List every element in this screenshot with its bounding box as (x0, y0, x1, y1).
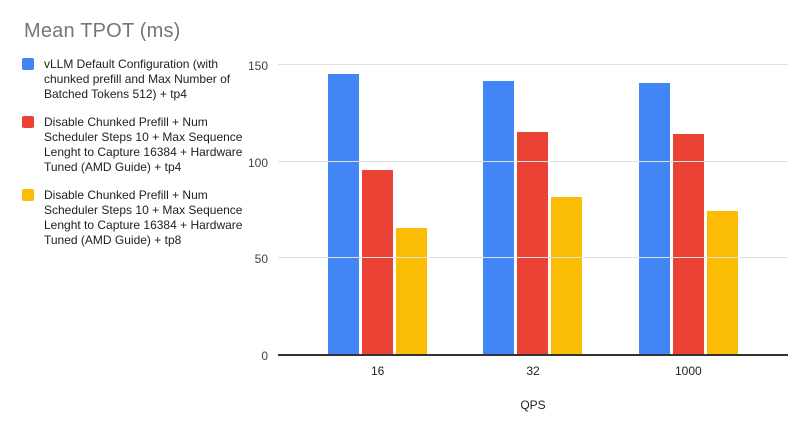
x-category-label: 16 (370, 364, 385, 378)
legend-swatch (22, 189, 34, 201)
x-category-label: 1000 (674, 364, 702, 378)
plot-area (278, 64, 788, 356)
x-axis-labels: 16 32 1000 (278, 364, 788, 378)
legend-item: Disable Chunked Prefill + Num Scheduler … (22, 188, 244, 248)
y-tick-label: 150 (247, 59, 268, 73)
gridline (278, 257, 788, 259)
legend-swatch (22, 58, 34, 70)
bar-group-1000 (611, 66, 766, 354)
bar-group-32 (455, 66, 610, 354)
bar-groups (278, 66, 788, 354)
legend-label: Disable Chunked Prefill + Num Scheduler … (44, 188, 243, 247)
y-axis-labels: 0 50 100 150 (228, 59, 268, 363)
bar[interactable] (551, 197, 583, 354)
y-tick-label: 100 (247, 155, 268, 170)
legend-label: vLLM Default Configuration (with chunked… (44, 57, 231, 101)
legend-label: Disable Chunked Prefill + Num Scheduler … (44, 115, 243, 174)
y-tick-label: 0 (261, 349, 268, 363)
bar[interactable] (483, 81, 515, 354)
bar[interactable] (706, 210, 738, 354)
gridline (278, 64, 788, 65)
legend-item: Disable Chunked Prefill + Num Scheduler … (22, 115, 244, 175)
bar[interactable] (517, 131, 549, 354)
bar[interactable] (638, 83, 670, 354)
y-tick-label: 50 (254, 252, 268, 267)
bar[interactable] (672, 133, 704, 354)
gridline (278, 160, 788, 162)
x-category-label: 32 (526, 364, 540, 378)
bar[interactable] (396, 228, 428, 354)
bar[interactable] (328, 73, 360, 354)
legend-swatch (22, 116, 34, 128)
bar-group-16 (300, 66, 455, 354)
chart-title: Mean TPOT (ms) (24, 20, 181, 42)
chart-legend: vLLM Default Configuration (with chunked… (22, 57, 244, 248)
bar[interactable] (362, 170, 394, 354)
legend-item: vLLM Default Configuration (with chunked… (22, 57, 244, 102)
x-axis-title: QPS (520, 398, 546, 412)
